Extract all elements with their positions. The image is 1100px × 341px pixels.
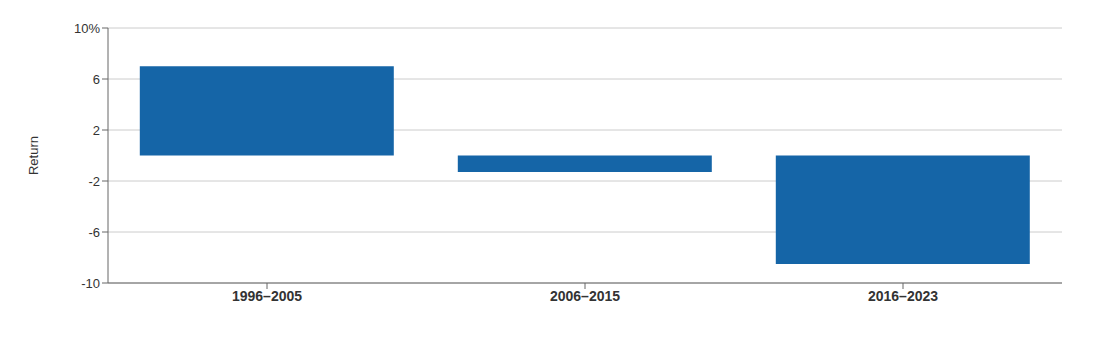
svg-text:-10: -10 [81,276,100,291]
svg-text:6: 6 [93,72,100,87]
svg-text:2: 2 [93,123,100,138]
svg-text:10%: 10% [74,21,100,36]
svg-text:Return: Return [26,136,41,175]
svg-text:-2: -2 [88,174,100,189]
svg-text:1996–2005: 1996–2005 [232,288,302,304]
svg-text:2006–2015: 2006–2015 [550,288,620,304]
svg-text:-6: -6 [88,225,100,240]
svg-text:2016–2023: 2016–2023 [868,288,938,304]
